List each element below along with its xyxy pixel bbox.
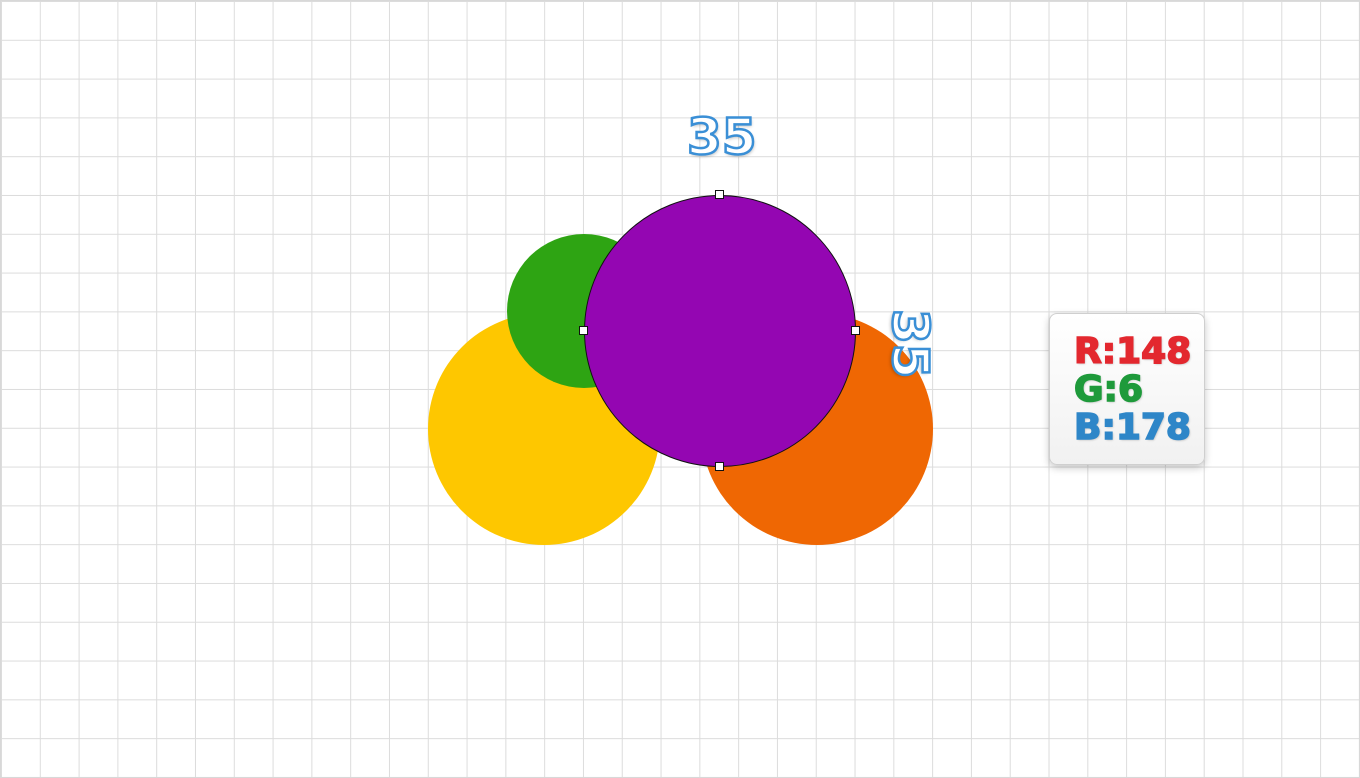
resize-handle-left[interactable]	[579, 326, 588, 335]
width-dimension-label: 35	[686, 108, 758, 166]
rgb-values-panel: R:148 G:6 B:178	[1049, 313, 1205, 465]
blue-value: B:178	[1073, 407, 1192, 448]
resize-handle-right[interactable]	[851, 326, 860, 335]
red-value: R:148	[1073, 331, 1192, 372]
resize-handle-top[interactable]	[715, 190, 724, 199]
resize-handle-bottom[interactable]	[715, 462, 724, 471]
green-value: G:6	[1073, 369, 1144, 410]
height-dimension-label: 35	[880, 308, 941, 380]
purple-circle-selected[interactable]	[584, 195, 856, 467]
